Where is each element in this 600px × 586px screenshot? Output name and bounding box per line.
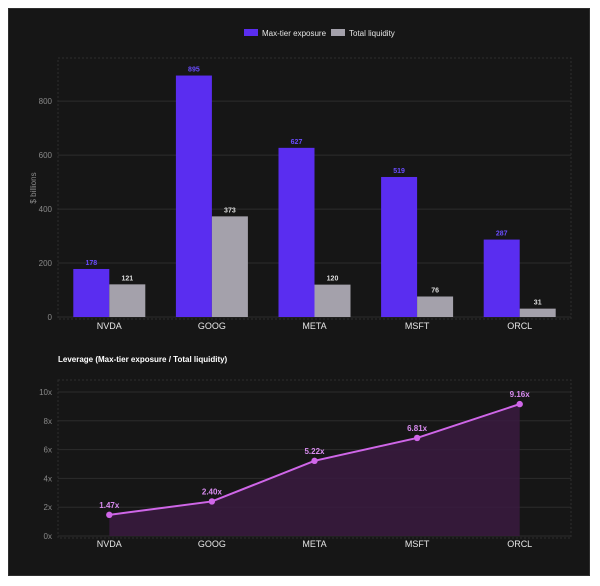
leverage-y-tick-label: 2x: [44, 503, 52, 512]
leverage-point: [311, 457, 318, 465]
bar-y-tick-label: 600: [39, 151, 53, 160]
bar-liquidity: [211, 216, 248, 317]
bar-exposure-value-label: 178: [85, 260, 97, 267]
leverage-x-tick-label: META: [302, 539, 326, 549]
bar-y-tick-label: 800: [39, 97, 53, 106]
bar-exposure-value-label: 627: [291, 139, 303, 146]
bar-plot-area: [57, 57, 572, 320]
bar-x-tick-label: GOOG: [198, 321, 226, 331]
leverage-chart-title: Leverage (Max-tier exposure / Total liqu…: [58, 355, 228, 364]
leverage-value-label: 1.47x: [99, 501, 120, 510]
leverage-y-ticks: 0x 2x 4x 6x 8x 10x: [39, 388, 52, 541]
bar-y-axis-label: $ billions: [29, 172, 38, 203]
legend-label-liquidity: Total liquidity: [349, 29, 395, 38]
bar-y-tick-label: 200: [39, 259, 53, 268]
leverage-x-tick-label: MSFT: [405, 539, 430, 549]
bar-exposure-value-label: 519: [393, 168, 405, 175]
bar-exposure: [73, 268, 110, 317]
leverage-value-label: 6.81x: [407, 424, 428, 433]
bar-exposure-value-label: 287: [496, 231, 508, 238]
leverage-point: [516, 400, 523, 408]
legend: Max-tier exposure Total liquidity: [244, 29, 395, 38]
leverage-y-tick-label: 10x: [39, 388, 52, 397]
bar-liquidity-value-label: 121: [121, 275, 133, 282]
leverage-point: [413, 434, 421, 442]
bar-exposure: [175, 75, 212, 317]
leverage-value-label: 2.40x: [202, 487, 223, 496]
bar-liquidity-value-label: 76: [431, 287, 439, 294]
bar-liquidity: [314, 284, 351, 317]
leverage-x-tick-label: NVDA: [97, 539, 122, 549]
bar-x-tick-label: NVDA: [97, 321, 122, 331]
bar-y-ticks: 0 200 400 600 800: [39, 97, 53, 322]
leverage-point: [106, 511, 113, 519]
legend-label-exposure: Max-tier exposure: [262, 29, 327, 38]
leverage-plot-area: [57, 379, 572, 539]
bar-x-ticks: NVDA GOOG META MSFT ORCL: [97, 321, 532, 331]
leverage-y-tick-label: 0x: [44, 532, 52, 541]
bar-y-tick-label: 0: [48, 313, 53, 322]
bar-liquidity-value-label: 31: [534, 300, 542, 307]
leverage-point: [208, 498, 216, 505]
legend-swatch-liquidity: [331, 29, 345, 36]
legend-swatch-exposure: [244, 29, 258, 36]
bar-x-tick-label: ORCL: [507, 321, 532, 331]
bar-liquidity: [519, 308, 556, 317]
bar-liquidity: [109, 284, 146, 317]
leverage-y-tick-label: 6x: [44, 446, 52, 455]
bar-liquidity: [417, 296, 454, 317]
bar-x-tick-label: META: [302, 321, 326, 331]
bar-exposure-value-label: 895: [188, 67, 200, 74]
leverage-series: 1.47x 2.40x 5.22x 6.81x 9.16x: [99, 390, 530, 536]
leverage-y-tick-label: 4x: [44, 474, 52, 483]
bar-exposure: [381, 176, 418, 317]
leverage-x-tick-label: ORCL: [507, 539, 532, 549]
leverage-value-label: 9.16x: [510, 390, 531, 399]
leverage-x-ticks: NVDA GOOG META MSFT ORCL: [97, 539, 532, 549]
bar-exposure: [483, 239, 520, 317]
leverage-value-label: 5.22x: [304, 447, 325, 456]
leverage-x-tick-label: GOOG: [198, 539, 226, 549]
bar-series: 178 121 895 373 627 120 519 76 287 31: [73, 67, 556, 317]
bar-liquidity-value-label: 120: [327, 276, 339, 283]
bar-exposure: [278, 147, 315, 317]
bar-x-tick-label: MSFT: [405, 321, 430, 331]
bar-liquidity-value-label: 373: [224, 207, 236, 214]
leverage-y-tick-label: 8x: [44, 417, 52, 426]
bar-y-tick-label: 400: [39, 205, 53, 214]
